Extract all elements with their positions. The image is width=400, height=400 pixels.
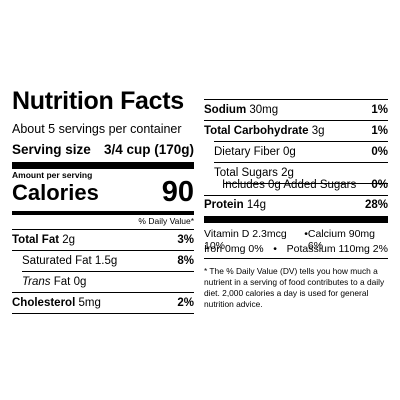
vitamin-line-2: Iron 0mg 0% • Potassium 110mg 2% [204, 243, 388, 255]
nutrient-row-total-carbohydrate: Total Carbohydrate 3g 1% [204, 121, 388, 141]
nutrient-row-cholesterol: Cholesterol 5mg 2% [12, 293, 194, 313]
nutrient-row-added-sugars: Includes 0g Added Sugars 0% [222, 175, 388, 195]
nutrient-row-trans-fat: Trans Fat 0g [22, 272, 194, 292]
serving-size-label: Serving size [12, 142, 91, 157]
nutrient-name: Total Sugars 2g [214, 167, 294, 179]
thick-rule [12, 162, 194, 169]
nutrient-dv: 1% [371, 104, 388, 116]
nutrient-dv: 0% [371, 179, 388, 191]
nutrient-row-protein: Protein 14g 28% [204, 195, 388, 215]
calories-label: Calories [12, 180, 99, 205]
thin-rule [214, 141, 388, 142]
potassium: Potassium 110mg 2% [286, 243, 388, 255]
nutrient-name: Total Carbohydrate 3g [204, 125, 325, 137]
thin-rule [22, 271, 194, 272]
nutrient-dv: 3% [177, 234, 194, 246]
nutrient-dv: 2% [177, 297, 194, 309]
nutrient-dv: 0% [371, 146, 388, 158]
vitamin-d: Vitamin D 2.3mcg 10% [204, 228, 287, 252]
vitamin-separator: • [304, 228, 308, 240]
nutrient-row-dietary-fiber: Dietary Fiber 0g 0% [214, 142, 388, 162]
thin-rule [12, 313, 194, 314]
serving-size-value: 3/4 cup (170g) [103, 142, 194, 157]
thin-rule [214, 162, 388, 163]
nutrient-name: Total Fat 2g [12, 234, 76, 246]
daily-value-footnote: * The % Daily Value (DV) tells you how m… [204, 266, 385, 309]
nutrient-dv: 28% [364, 199, 388, 211]
medium-rule [12, 211, 194, 215]
calcium: Calcium 90mg 6% [307, 228, 376, 252]
calories-value: 90 [161, 176, 194, 208]
iron: Iron 0mg 0% [204, 243, 264, 255]
amount-per-serving: Amount per serving [12, 170, 93, 180]
thin-rule [224, 183, 388, 184]
nutrient-name: Cholesterol 5mg [12, 297, 101, 309]
daily-value-header: % Daily Value* [138, 216, 194, 226]
nutrient-dv: 1% [371, 125, 388, 137]
thin-rule [204, 195, 388, 196]
servings-per-container: About 5 servings per container [12, 122, 182, 136]
nutrient-name: Trans Fat 0g [22, 276, 87, 288]
nutrient-row-total-fat: Total Fat 2g 3% [12, 230, 194, 250]
nutrient-name: Dietary Fiber 0g [214, 146, 296, 158]
nutrient-row-total-sugars: Total Sugars 2g [214, 163, 388, 183]
vitamin-separator: • [273, 243, 277, 255]
thin-rule [204, 99, 388, 100]
nutrient-name: Includes 0g Added Sugars [222, 179, 357, 191]
nutrient-name: Protein 14g [204, 199, 267, 211]
nutrient-name: Saturated Fat 1.5g [22, 255, 118, 267]
nutrition-title: Nutrition Facts [12, 87, 184, 115]
thin-rule [204, 120, 388, 121]
nutrient-dv: 8% [177, 255, 194, 267]
thin-rule [12, 292, 194, 293]
thin-rule [12, 229, 194, 230]
thin-rule [12, 250, 194, 251]
thick-rule [204, 216, 388, 223]
vitamin-line-1: Vitamin D 2.3mcg 10% • Calcium 90mg 6% [204, 228, 388, 252]
nutrient-row-saturated-fat: Saturated Fat 1.5g 8% [22, 251, 194, 271]
thin-rule [204, 258, 388, 259]
nutrient-row-sodium: Sodium 30mg 1% [204, 100, 388, 120]
nutrient-name: Sodium 30mg [204, 104, 279, 116]
serving-size-row: Serving size 3/4 cup (170g) [12, 142, 194, 157]
